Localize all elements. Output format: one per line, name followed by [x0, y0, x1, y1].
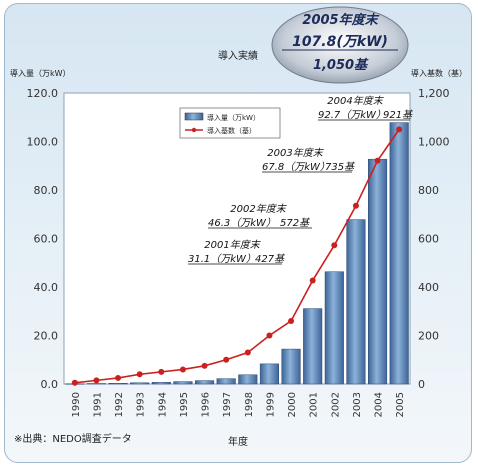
- bar-1997: [216, 378, 236, 385]
- right-tick-200: 200: [418, 330, 439, 343]
- x-tick-1991: 1991: [92, 392, 103, 417]
- legend: 導入量（万kW） 導入基数（基）: [179, 107, 281, 139]
- x-tick-1999: 1999: [265, 392, 276, 417]
- units-line: [74, 128, 400, 384]
- svg-text:46.3（万kW）: 46.3（万kW）: [208, 217, 276, 229]
- bar-1998: [238, 374, 258, 385]
- svg-text:2003年度末: 2003年度末: [267, 147, 324, 159]
- right-tick-1,000: 1,000: [418, 136, 450, 149]
- right-tick-400: 400: [418, 281, 439, 294]
- point-1993: [136, 371, 143, 378]
- x-ticks: 1990 1991 1992 1993 1994 1995 1996 1997 1998 1999…: [71, 392, 406, 417]
- annotation-2002: 2002年度末 46.3（万kW） 572基: [208, 203, 312, 229]
- right-axis-label: 導入基数（基）: [411, 68, 467, 78]
- left-tick-60.0: 60.0: [34, 233, 59, 246]
- annotation-2004: 2004年度末 92.7（万kW） 921基: [318, 95, 413, 121]
- point-1998: [244, 349, 251, 356]
- bar-2002: [324, 271, 344, 385]
- bar-2000: [281, 348, 301, 385]
- x-tick-1998: 1998: [244, 392, 255, 417]
- bar-2001: [303, 308, 323, 385]
- point-1995: [179, 366, 186, 373]
- bar-1994: [151, 382, 171, 385]
- point-2000: [288, 317, 295, 324]
- svg-text:67.8（万kW）: 67.8（万kW）: [262, 161, 330, 173]
- svg-text:2004年度末: 2004年度末: [327, 95, 384, 107]
- point-2003: [352, 202, 359, 209]
- left-tick-100.0: 100.0: [27, 136, 59, 149]
- x-tick-1997: 1997: [222, 392, 233, 417]
- left-tick-20.0: 20.0: [34, 330, 59, 343]
- legend-bar-swatch: [184, 112, 204, 121]
- legend-bar-label: 導入量（万kW）: [207, 113, 260, 122]
- svg-text:735基: 735基: [325, 161, 355, 173]
- bars-group: [65, 122, 409, 385]
- x-tick-2001: 2001: [309, 392, 320, 417]
- annotation-2001: 2001年度末 31.1（万kW） 427基: [188, 239, 285, 265]
- x-tick-1994: 1994: [157, 392, 168, 417]
- svg-text:92.7（万kW）: 92.7（万kW）: [318, 109, 386, 121]
- point-1990: [71, 379, 78, 386]
- x-tick-2005: 2005: [395, 392, 406, 417]
- right-tick-1,200: 1,200: [418, 87, 450, 100]
- svg-text:921基: 921基: [383, 109, 413, 121]
- point-2004: [374, 157, 381, 164]
- point-1991: [93, 377, 100, 384]
- x-tick-1990: 1990: [71, 392, 82, 417]
- callout-line1: 2005年度末: [302, 12, 379, 28]
- right-tick-0: 0: [418, 378, 425, 391]
- x-tick-1996: 1996: [201, 392, 212, 417]
- x-tick-2004: 2004: [374, 392, 385, 417]
- legend-line-label: 導入基数（基）: [207, 126, 256, 135]
- x-tick-2003: 2003: [352, 392, 363, 417]
- left-tick-120.0: 120.0: [27, 87, 59, 100]
- left-tick-40.0: 40.0: [34, 281, 59, 294]
- svg-text:2002年度末: 2002年度末: [230, 203, 287, 215]
- left-tick-80.0: 80.0: [34, 184, 59, 197]
- bar-1999: [259, 363, 279, 385]
- svg-text:31.1（万kW）: 31.1（万kW）: [188, 253, 256, 265]
- x-tick-1993: 1993: [136, 392, 147, 417]
- line-group: [71, 126, 403, 386]
- callout-line3: 1,050基: [313, 57, 369, 73]
- right-tick-800: 800: [418, 184, 439, 197]
- left-ticks: 120.0 100.0 80.0 60.0 40.0 20.0 0.0: [27, 87, 59, 391]
- point-2002: [331, 242, 338, 249]
- bar-1991: [86, 383, 106, 385]
- bar-2004: [368, 158, 388, 385]
- source-note: ※出典：NEDO調査データ: [14, 432, 132, 445]
- x-tick-1995: 1995: [179, 392, 190, 417]
- svg-text:2001年度末: 2001年度末: [204, 239, 261, 251]
- annotation-2003: 2003年度末 67.8（万kW） 735基: [262, 147, 355, 173]
- point-1994: [158, 368, 165, 375]
- x-tick-1992: 1992: [114, 392, 125, 417]
- x-tick-2002: 2002: [330, 392, 341, 417]
- svg-text:572基: 572基: [280, 217, 310, 229]
- bar-1995: [173, 381, 193, 385]
- point-1992: [115, 374, 122, 381]
- bar-1996: [195, 380, 215, 385]
- point-2001: [309, 277, 316, 284]
- point-1999: [266, 332, 273, 339]
- x-tick-2000: 2000: [287, 392, 298, 417]
- left-tick-0.0: 0.0: [41, 378, 59, 391]
- bar-2005: [389, 122, 409, 385]
- svg-text:427基: 427基: [255, 253, 285, 265]
- bar-2003: [346, 219, 366, 385]
- right-ticks: 1,200 1,000 800 600 400 200 0: [418, 87, 450, 391]
- bar-1993: [130, 382, 150, 385]
- right-tick-600: 600: [418, 233, 439, 246]
- chart-title: 導入実績: [218, 49, 258, 62]
- bar-1992: [108, 383, 128, 385]
- callout-2005: 2005年度末 107.8(万kW) 1,050基: [271, 6, 409, 84]
- callout-line2: 107.8(万kW): [292, 34, 388, 50]
- point-1996: [201, 362, 208, 369]
- left-axis-label: 導入量（万kW）: [10, 68, 71, 78]
- point-1997: [223, 356, 230, 363]
- x-axis-label: 年度: [228, 435, 248, 448]
- point-2005: [396, 126, 403, 133]
